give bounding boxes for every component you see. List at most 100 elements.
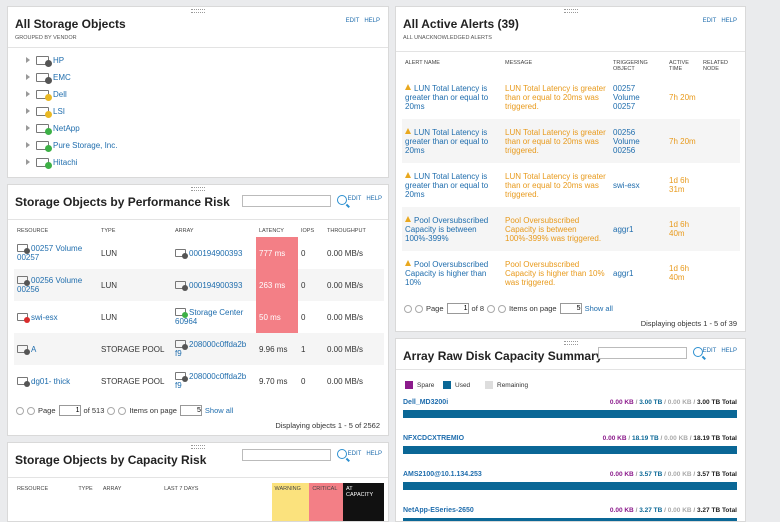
- vendor-tree-item[interactable]: NetApp: [26, 121, 80, 135]
- alert-row[interactable]: Pool Oversubscribed Capacity is between …: [402, 207, 740, 251]
- col-latency[interactable]: LATENCY: [259, 228, 284, 234]
- help-link[interactable]: HELP: [366, 451, 382, 457]
- help-link[interactable]: HELP: [366, 196, 382, 202]
- col-resource[interactable]: RESOURCE: [17, 486, 49, 492]
- perf-risk-row[interactable]: 00257 Volume 00257 LUN 000194900393 777 ms 0…: [14, 237, 384, 269]
- col-array[interactable]: ARRAY: [102, 486, 122, 492]
- vendor-link[interactable]: NetApp: [53, 123, 80, 133]
- drag-handle[interactable]: [191, 9, 205, 13]
- vendor-tree-item[interactable]: Dell: [26, 87, 67, 101]
- show-all-link[interactable]: Show all: [584, 304, 613, 313]
- vendor-link[interactable]: LSI: [53, 106, 66, 116]
- prev-page-icon[interactable]: [27, 406, 35, 415]
- array-cell[interactable]: 208000c0ffda2b f9: [175, 372, 247, 390]
- next-page-icon[interactable]: [487, 304, 496, 313]
- search-icon[interactable]: [337, 195, 347, 205]
- col-related-node[interactable]: RELATED NODE: [703, 60, 728, 72]
- alert-row[interactable]: LUN Total Latency is greater than or equ…: [402, 75, 740, 119]
- perf-risk-row[interactable]: dg01- thick STORAGE POOL 208000c0ffda2b f9…: [14, 365, 384, 397]
- next-page-icon[interactable]: [107, 406, 116, 415]
- search-input[interactable]: [598, 347, 687, 359]
- array-capacity-row[interactable]: NFXCDCXTREMIO 0.00 KB / 18.19 TB / 0.00 K…: [403, 435, 737, 455]
- alert-name-cell[interactable]: Pool Oversubscribed Capacity is higher t…: [405, 259, 489, 287]
- vendor-tree-item[interactable]: LSI: [26, 104, 65, 118]
- vendor-link[interactable]: Pure Storage, Inc.: [53, 140, 118, 150]
- expand-arrow-icon[interactable]: [26, 125, 30, 131]
- col-array[interactable]: ARRAY: [175, 228, 194, 234]
- array-name-link[interactable]: AMS2100@10.1.134.253: [403, 471, 482, 478]
- expand-arrow-icon[interactable]: [26, 91, 30, 97]
- edit-link[interactable]: EDIT: [347, 196, 362, 202]
- triggering-object-link[interactable]: swi-esx: [613, 180, 640, 190]
- expand-arrow-icon[interactable]: [26, 159, 30, 165]
- col-at-capacity[interactable]: AT CAPACITY: [343, 483, 384, 521]
- col-resource[interactable]: RESOURCE: [17, 228, 49, 234]
- col-message[interactable]: MESSAGE: [505, 60, 533, 66]
- last-page-icon[interactable]: [118, 406, 127, 415]
- resource-cell[interactable]: 00256 Volume 00256: [17, 276, 83, 294]
- array-cell[interactable]: 000194900393: [172, 269, 256, 301]
- col-type[interactable]: TYPE: [101, 228, 116, 234]
- items-on-page-input[interactable]: [559, 303, 582, 314]
- vendor-tree-item[interactable]: Pure Storage, Inc.: [26, 138, 117, 152]
- vendor-tree-item[interactable]: Hitachi: [26, 155, 77, 169]
- array-capacity-row[interactable]: NetApp-ESeries-2650 0.00 KB / 3.27 TB / 0…: [403, 507, 737, 521]
- edit-link[interactable]: EDIT: [702, 18, 717, 24]
- expand-arrow-icon[interactable]: [26, 57, 30, 63]
- alert-name-cell[interactable]: LUN Total Latency is greater than or equ…: [405, 83, 489, 111]
- resource-cell[interactable]: A: [14, 333, 98, 365]
- triggering-object-link[interactable]: aggr1: [613, 268, 634, 278]
- drag-handle[interactable]: [563, 9, 578, 13]
- alert-row[interactable]: LUN Total Latency is greater than or equ…: [402, 119, 740, 163]
- array-cell[interactable]: 000194900393: [172, 237, 256, 269]
- perf-risk-row[interactable]: 00256 Volume 00256 LUN 000194900393 263 ms 0…: [14, 269, 384, 301]
- triggering-object-link[interactable]: 00256 Volume 00256: [613, 127, 640, 155]
- col-throughput[interactable]: THROUGHPUT: [327, 228, 366, 234]
- resource-cell[interactable]: dg01- thick: [14, 365, 98, 397]
- vendor-tree-item[interactable]: HP: [26, 53, 64, 67]
- alert-row[interactable]: LUN Total Latency is greater than or equ…: [402, 163, 740, 207]
- array-cell[interactable]: Storage Center 60964: [175, 308, 244, 326]
- col-critical[interactable]: CRITICAL: [309, 483, 344, 521]
- items-on-page-input[interactable]: [179, 405, 202, 416]
- triggering-object-link[interactable]: aggr1: [613, 224, 634, 234]
- alert-name-cell[interactable]: LUN Total Latency is greater than or equ…: [405, 127, 489, 155]
- vendor-link[interactable]: Dell: [53, 89, 67, 99]
- alert-row[interactable]: Pool Oversubscribed Capacity is higher t…: [402, 251, 740, 295]
- search-input[interactable]: [242, 449, 331, 461]
- help-link[interactable]: HELP: [721, 18, 737, 24]
- vendor-link[interactable]: Hitachi: [53, 157, 78, 167]
- col-warning[interactable]: WARNING: [271, 483, 310, 521]
- edit-link[interactable]: EDIT: [702, 348, 717, 354]
- vendor-tree-item[interactable]: EMC: [26, 70, 71, 84]
- col-triggering-object[interactable]: TRIGGERING OBJECT: [613, 60, 648, 72]
- help-link[interactable]: HELP: [364, 18, 380, 24]
- array-capacity-row[interactable]: Dell_MD3200i 0.00 KB / 3.00 TB / 0.00 KB …: [403, 399, 737, 419]
- drag-handle[interactable]: [191, 445, 205, 449]
- expand-arrow-icon[interactable]: [26, 74, 30, 80]
- resource-cell[interactable]: swi-esx: [14, 301, 98, 333]
- edit-link[interactable]: EDIT: [345, 18, 360, 24]
- edit-link[interactable]: EDIT: [347, 451, 362, 457]
- col-alert-name[interactable]: ALERT NAME: [405, 60, 440, 66]
- col-active-time[interactable]: ACTIVE TIME: [669, 60, 689, 72]
- array-name-link[interactable]: Dell_MD3200i: [403, 399, 449, 406]
- array-name-link[interactable]: NFXCDCXTREMIO: [403, 435, 465, 442]
- alert-name-cell[interactable]: LUN Total Latency is greater than or equ…: [405, 171, 489, 199]
- vendor-link[interactable]: HP: [53, 55, 65, 65]
- array-capacity-row[interactable]: AMS2100@10.1.134.253 0.00 KB / 3.57 TB / …: [403, 471, 737, 491]
- help-link[interactable]: HELP: [721, 348, 737, 354]
- array-cell[interactable]: 208000c0ffda2b f9: [175, 340, 247, 358]
- array-name-link[interactable]: NetApp-ESeries-2650: [403, 507, 474, 514]
- expand-arrow-icon[interactable]: [26, 142, 30, 148]
- first-page-icon[interactable]: [16, 406, 24, 415]
- drag-handle[interactable]: [191, 187, 205, 191]
- col-last-7-days[interactable]: LAST 7 DAYS: [164, 486, 199, 492]
- vendor-link[interactable]: EMC: [53, 72, 71, 82]
- search-input[interactable]: [242, 195, 331, 207]
- page-number-input[interactable]: [58, 405, 81, 416]
- first-page-icon[interactable]: [404, 304, 412, 313]
- perf-risk-row[interactable]: A STORAGE POOL 208000c0ffda2b f9 9.96 ms 1 0.…: [14, 333, 384, 365]
- col-type[interactable]: TYPE: [78, 486, 93, 492]
- perf-risk-row[interactable]: swi-esx LUN Storage Center 60964 50 ms 0 0.00…: [14, 301, 384, 333]
